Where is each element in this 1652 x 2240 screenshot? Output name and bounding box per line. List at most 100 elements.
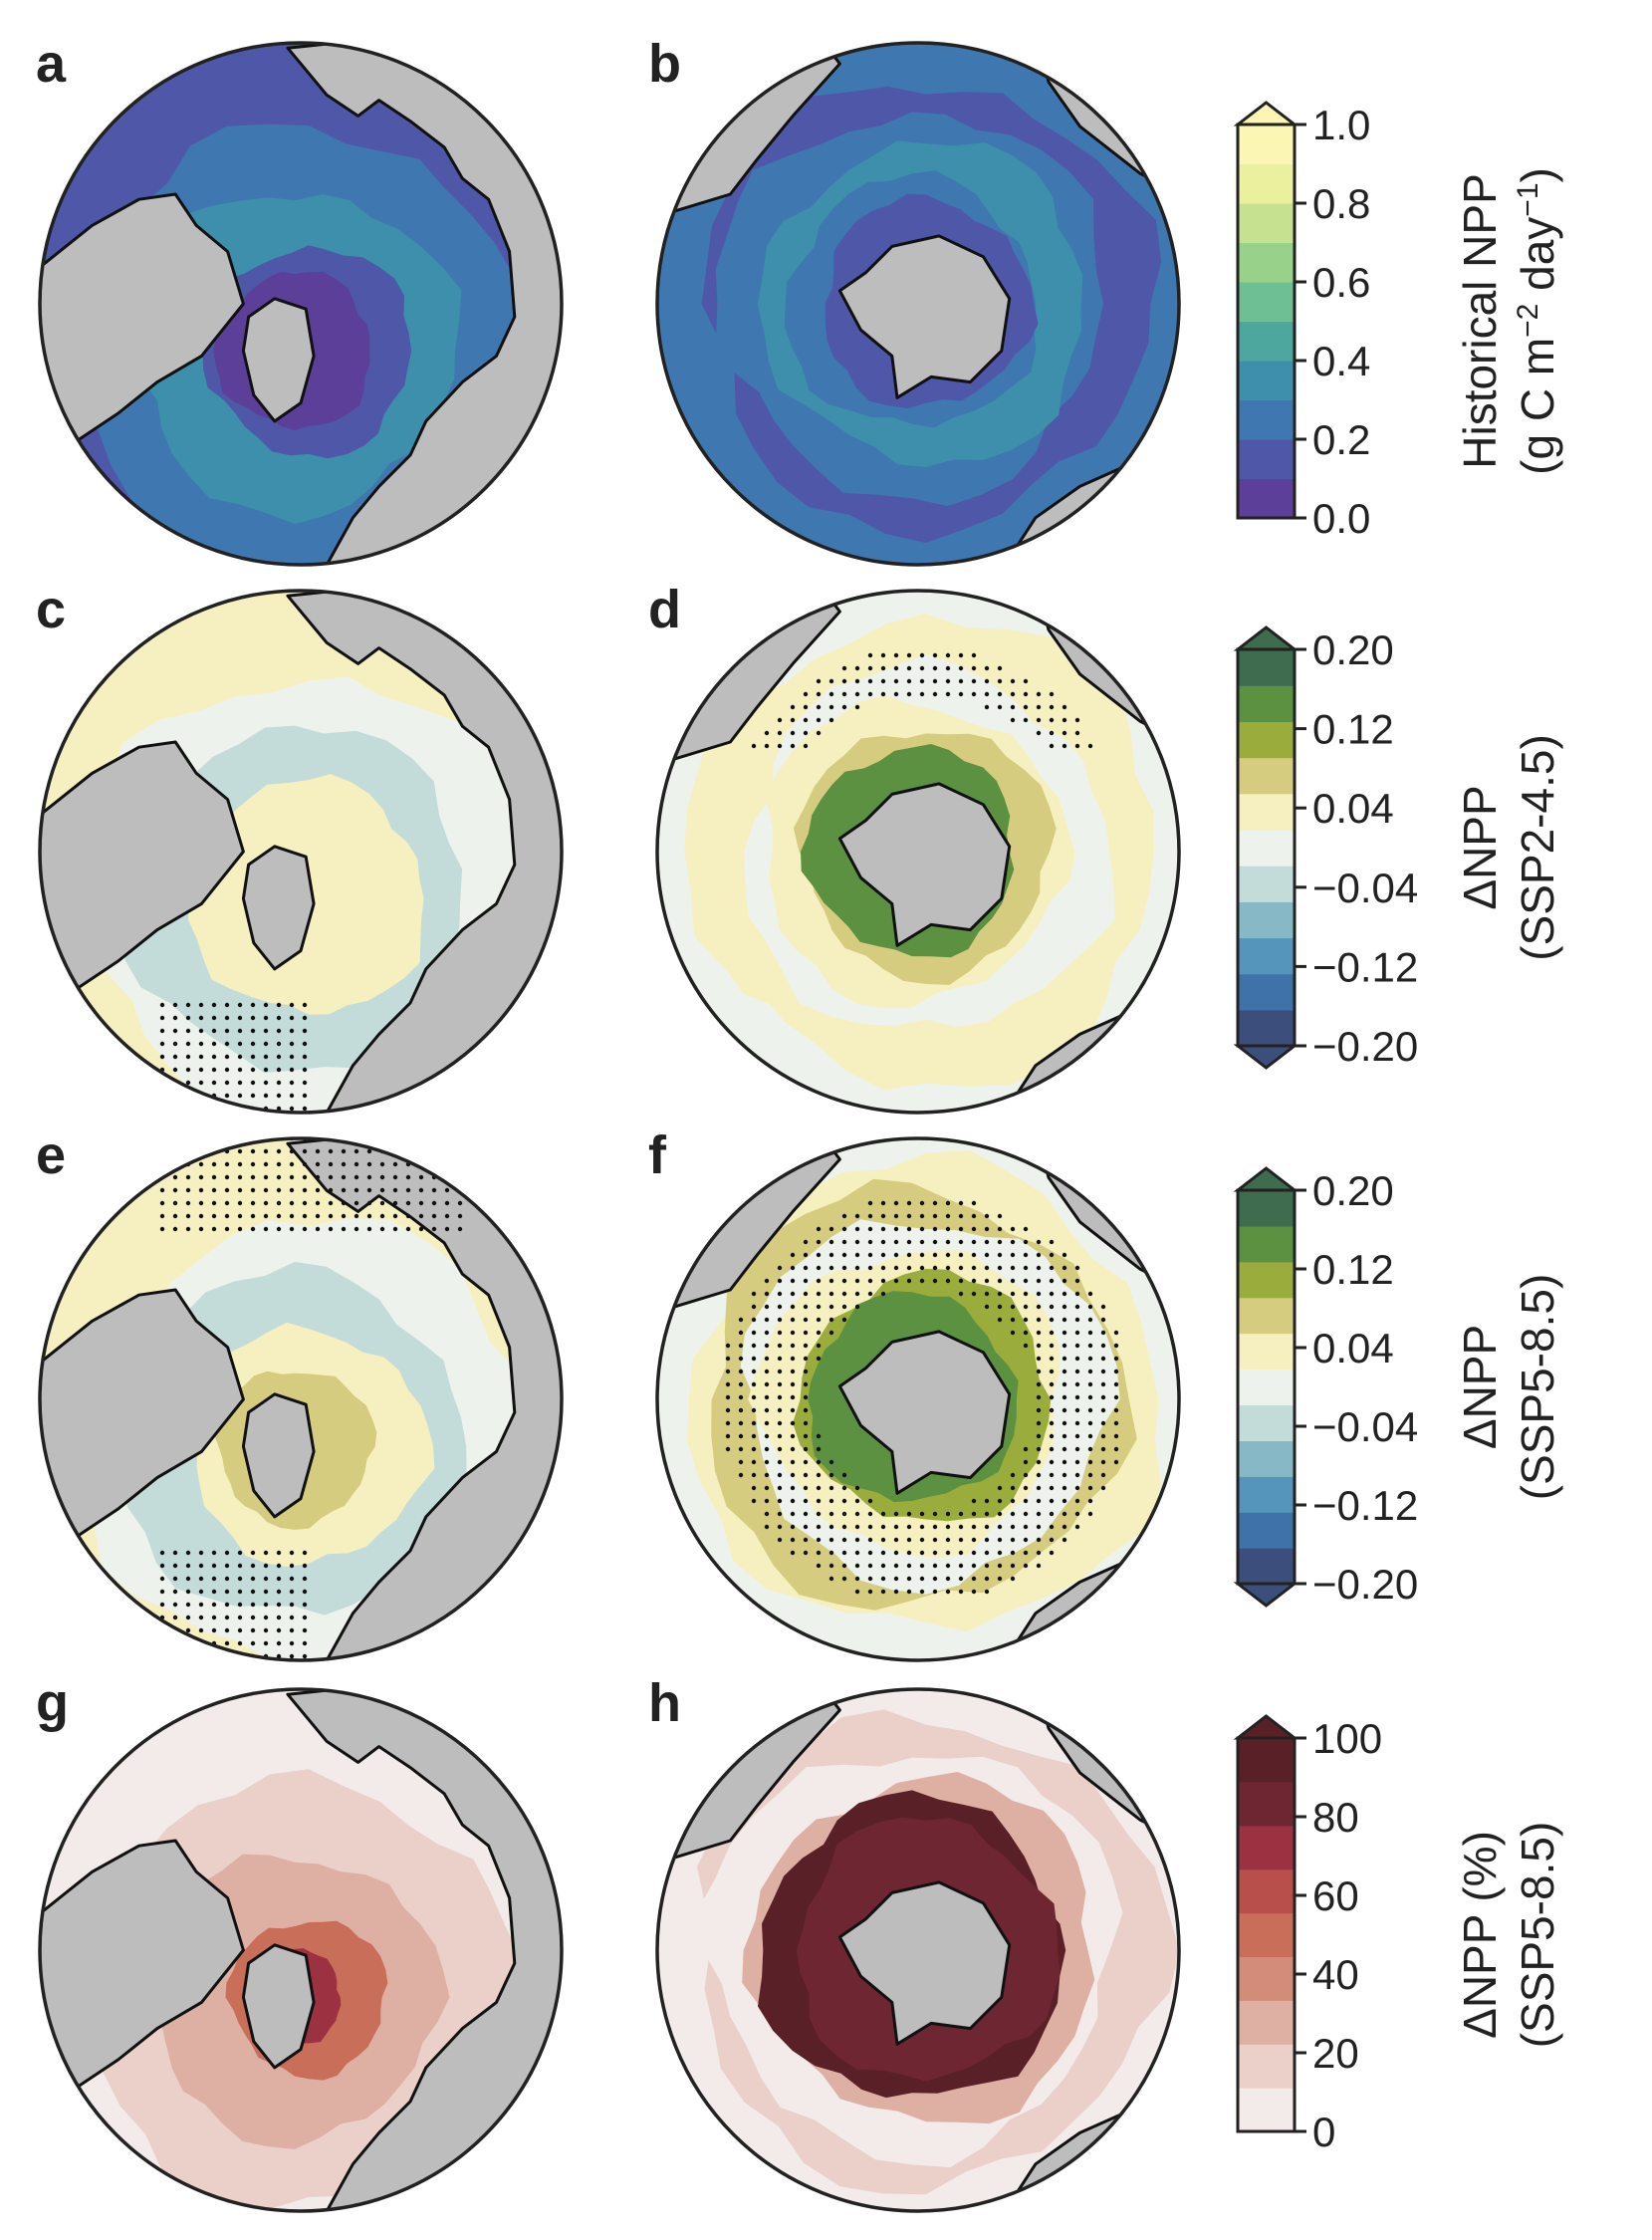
colorbar-1-swatch	[1238, 866, 1295, 902]
land-a-2	[241, 297, 316, 423]
colorbar-1-tick-label: 0.12	[1312, 706, 1394, 753]
land-a-0	[286, 43, 562, 565]
colorbar-3-tick-label: 60	[1312, 1872, 1359, 1919]
colorbar-1-tick-label: 0.20	[1312, 626, 1394, 673]
land-g-1	[40, 1839, 245, 2109]
colorbar-3-tick-label: 100	[1312, 1715, 1382, 1762]
map-panel-b: b	[648, 34, 1181, 567]
colorbar-0-tick-label: 1.0	[1312, 102, 1370, 148]
stippling-d	[751, 652, 1093, 749]
colorbar-0-tick-label: 0.8	[1312, 180, 1370, 227]
colorbar-1-swatch	[1238, 757, 1295, 795]
map-panel-f: f	[648, 1125, 1181, 1662]
colorbar-2: 0.20 0.12 0.04 −0.04 −0.12 −0.20 ΔNPP (SSP5-8.5…	[1233, 1166, 1563, 1608]
colorbar-1-tick-label: 0.04	[1312, 785, 1394, 832]
colorbar-1-swatch	[1238, 973, 1295, 1011]
land-b-0	[837, 234, 1012, 399]
map-panel-e: e	[36, 1125, 564, 1662]
land-e-0	[286, 1138, 562, 1660]
colorbar-2-swatch	[1238, 1333, 1295, 1370]
land-e-2	[241, 1392, 316, 1519]
colorbar-1-swatch	[1238, 649, 1295, 686]
panel-label-h: h	[648, 1673, 681, 1733]
colorbar-3-label: ΔNPP (%)	[1454, 1831, 1506, 2039]
map-panels: a b c d e f g h	[36, 34, 1181, 2213]
colorbar-0-swatch	[1238, 399, 1295, 440]
colorbar-0-swatch	[1238, 203, 1295, 244]
map-border-d	[655, 589, 1181, 1115]
colorbar-3-swatch	[1238, 1738, 1295, 1783]
colorbar-2-swatch	[1238, 1512, 1295, 1549]
colorbar-3-units: (SSP5-8.5)	[1512, 1822, 1563, 2049]
colorbar-2-units: (SSP5-8.5)	[1512, 1274, 1563, 1501]
colorbar-2-tick-label: −0.04	[1312, 1403, 1418, 1450]
colorbar-0-swatch	[1238, 282, 1295, 323]
map-panel-a: a	[36, 34, 564, 567]
map-border-h	[655, 1687, 1181, 2213]
colorbar-1: 0.20 0.12 0.04 −0.04 −0.12 −0.20 ΔNPP (SSP2-4.5…	[1233, 625, 1563, 1070]
map-border-c	[38, 589, 564, 1115]
colorbar-2-swatch	[1238, 1476, 1295, 1513]
colorbar-0-swatch	[1238, 163, 1295, 204]
colorbar-0-swatch	[1238, 242, 1295, 283]
land-c-0	[286, 591, 562, 1113]
panel-label-d: d	[648, 580, 681, 639]
colorbar-1-swatch	[1238, 829, 1295, 867]
colorbar-2-swatch	[1238, 1440, 1295, 1477]
colorbar-0-swatch	[1238, 478, 1295, 519]
map-border-f	[655, 1136, 1181, 1662]
colorbar-3-swatch	[1238, 1781, 1295, 1827]
colorbar-3-tick-label: 20	[1312, 2030, 1359, 2077]
colorbar-3-swatch	[1238, 2044, 1295, 2089]
colorbar-3: 100 80 60 40 20 0 ΔNPP (%) (SSP5-8.5)	[1233, 1714, 1563, 2155]
colorbar-0: 1.0 0.8 0.6 0.4 0.2 0.0 Historical NPP (g C m−2…	[1233, 101, 1564, 542]
colorbar-0-tick-label: 0.2	[1312, 416, 1370, 463]
colorbar-1-swatch	[1238, 793, 1295, 831]
colorbar-2-label: ΔNPP	[1454, 1325, 1506, 1449]
colorbar-0-label: Historical NPP	[1454, 173, 1506, 469]
colorbar-2-swatch	[1238, 1261, 1295, 1299]
colorbar-2-tick-label: 0.04	[1312, 1325, 1394, 1371]
land-f-0	[837, 1330, 1012, 1495]
map-border-a	[38, 41, 564, 567]
colorbar-3-swatch	[1238, 2088, 1295, 2132]
map-panel-h: h	[648, 1673, 1181, 2213]
colorbar-1-swatch	[1238, 721, 1295, 759]
map-border-b	[655, 41, 1181, 567]
colorbar-2-tick-label: −0.12	[1312, 1482, 1418, 1529]
colorbar-0-tick-label: 0.0	[1312, 495, 1370, 542]
colorbar-0-units: (g C m−2 day−1)	[1512, 167, 1564, 475]
panel-label-g: g	[36, 1673, 69, 1733]
colorbar-2-tick-label: −0.20	[1312, 1561, 1418, 1608]
colorbar-1-tick-label: −0.12	[1312, 943, 1418, 990]
colorbar-0-tick-label: 0.6	[1312, 259, 1370, 306]
colorbar-0-swatch	[1238, 361, 1295, 401]
panel-label-a: a	[36, 34, 67, 94]
land-c-2	[241, 845, 316, 971]
map-panel-g: g	[36, 1673, 564, 2213]
map-panel-c: c	[36, 580, 564, 1115]
colorbar-0-swatch	[1238, 124, 1295, 165]
colorbar-0-swatch	[1238, 439, 1295, 480]
colorbar-1-swatch	[1238, 1009, 1295, 1047]
colorbar-1-swatch	[1238, 901, 1295, 939]
colorbar-3-swatch	[1238, 1868, 1295, 1914]
land-a-1	[40, 192, 245, 462]
land-g-2	[241, 1943, 316, 2070]
colorbars: 1.0 0.8 0.6 0.4 0.2 0.0 Historical NPP (g C m−2…	[1233, 101, 1564, 2155]
panel-label-f: f	[648, 1125, 667, 1185]
colorbar-2-swatch	[1238, 1297, 1295, 1335]
colorbar-3-swatch	[1238, 1825, 1295, 1870]
colorbar-0-swatch	[1238, 321, 1295, 362]
colorbar-0-tick-label: 0.4	[1312, 338, 1370, 384]
colorbar-1-tick-label: −0.04	[1312, 865, 1418, 911]
colorbar-2-swatch	[1238, 1404, 1295, 1441]
colorbar-2-swatch	[1238, 1190, 1295, 1227]
colorbar-3-tick-label: 80	[1312, 1794, 1359, 1841]
colorbar-3-swatch	[1238, 2000, 1295, 2045]
land-d-0	[837, 782, 1012, 947]
land-e-1	[40, 1288, 245, 1558]
land-c-1	[40, 740, 245, 1010]
colorbar-1-swatch	[1238, 685, 1295, 722]
